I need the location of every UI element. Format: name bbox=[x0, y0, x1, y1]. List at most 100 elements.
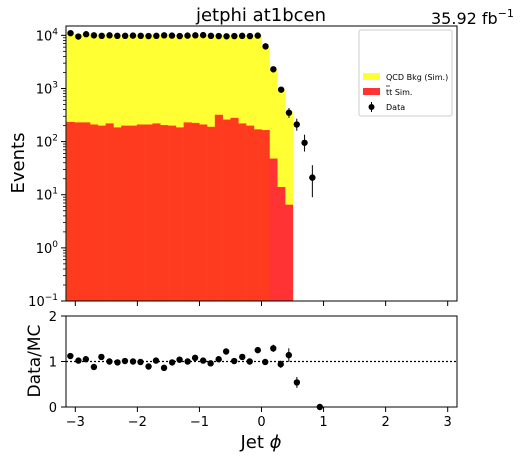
ratio-x-axis: −3 −2 −1 0 1 2 3 bbox=[66, 407, 452, 430]
data-point bbox=[106, 32, 113, 39]
x-tick-label: 0 bbox=[257, 415, 265, 430]
legend-data-marker bbox=[368, 104, 375, 110]
legend-label-ttbar: tt Sim. bbox=[386, 88, 412, 97]
ttbar-bar bbox=[183, 122, 192, 302]
ttbar-bar bbox=[160, 125, 169, 301]
ratio-point bbox=[277, 361, 284, 368]
ratio-point bbox=[230, 357, 238, 365]
data-point bbox=[207, 32, 215, 40]
ttbar-bar bbox=[214, 114, 223, 301]
y-tick-label: 100 bbox=[36, 240, 59, 257]
ttbar-bar bbox=[136, 124, 145, 301]
ttbar-bar bbox=[222, 119, 231, 301]
data-point bbox=[82, 31, 90, 38]
ratio-y-tick-label: 1 bbox=[49, 356, 57, 371]
data-point bbox=[215, 32, 222, 40]
luminosity-label: 35.92 fb−1 bbox=[431, 7, 514, 28]
data-point bbox=[137, 32, 144, 40]
ttbar-bar bbox=[246, 125, 255, 301]
legend-swatch-ttbar bbox=[363, 88, 380, 95]
ttbar-bar bbox=[66, 121, 75, 301]
x-tick-label: −2 bbox=[128, 415, 147, 430]
ttbar-bar bbox=[168, 125, 177, 301]
y-tick-label: 102 bbox=[36, 134, 58, 151]
ratio-point bbox=[215, 356, 222, 363]
ratio-point bbox=[75, 357, 82, 364]
ratio-point bbox=[82, 356, 90, 363]
ttbar-bar bbox=[269, 158, 278, 301]
data-point bbox=[121, 32, 129, 40]
data-point bbox=[199, 31, 207, 39]
ttbar-bar bbox=[144, 124, 153, 301]
data-point bbox=[238, 32, 246, 40]
ttbar-bar bbox=[82, 122, 91, 302]
ratio-point bbox=[262, 358, 269, 366]
data-point bbox=[285, 109, 293, 116]
ratio-point bbox=[199, 357, 207, 364]
ttbar-bar bbox=[277, 186, 286, 301]
ttbar-bar bbox=[230, 117, 239, 301]
data-point bbox=[246, 32, 254, 40]
x-tick-label: −1 bbox=[190, 415, 209, 430]
data-point bbox=[160, 32, 168, 39]
ratio-y-axis: 0 1 2 bbox=[49, 310, 66, 416]
data-point bbox=[168, 32, 176, 39]
ratio-point bbox=[145, 363, 152, 370]
ratio-points bbox=[67, 344, 324, 411]
ratio-point bbox=[293, 379, 301, 386]
ratio-point bbox=[168, 359, 176, 366]
data-point bbox=[231, 32, 238, 40]
ratio-point bbox=[246, 358, 253, 365]
data-point bbox=[254, 32, 261, 39]
ttbar-bar bbox=[90, 124, 99, 301]
ratio-point bbox=[121, 357, 129, 365]
ratio-point bbox=[114, 359, 121, 366]
ttbar-bar bbox=[191, 122, 200, 301]
legend: QCD Bkg (Sim.) tt Sim. Data bbox=[358, 29, 453, 117]
x-tick-label: 2 bbox=[381, 415, 389, 430]
ttbar-bar bbox=[253, 129, 262, 301]
data-point bbox=[270, 66, 277, 73]
ttbar-bar bbox=[175, 127, 184, 301]
ratio-point bbox=[67, 352, 74, 360]
main-x-axis-ticks bbox=[74, 301, 449, 306]
ratio-point bbox=[176, 356, 183, 363]
data-point bbox=[98, 32, 105, 40]
ratio-point bbox=[285, 351, 293, 359]
ratio-point bbox=[98, 353, 105, 361]
ratio-point bbox=[160, 364, 168, 372]
ratio-point bbox=[222, 348, 230, 355]
chart-title: jetphi at1bcen bbox=[195, 5, 326, 26]
x-tick-label: 3 bbox=[444, 415, 452, 430]
legend-label-qcd: QCD Bkg (Sim.) bbox=[386, 73, 448, 82]
ttbar-bar bbox=[207, 126, 216, 301]
ratio-point bbox=[207, 360, 214, 367]
data-points bbox=[67, 29, 316, 198]
ttbar-bar bbox=[121, 125, 130, 301]
ttbar-bar bbox=[113, 127, 122, 301]
main-y-axis-label: Events bbox=[8, 133, 29, 194]
ttbar-bar bbox=[74, 122, 83, 302]
data-point bbox=[192, 32, 199, 39]
data-point bbox=[262, 43, 269, 50]
data-point bbox=[67, 29, 74, 37]
ttbar-bar bbox=[285, 204, 294, 301]
data-point bbox=[223, 33, 230, 40]
ratio-point bbox=[137, 358, 144, 366]
y-tick-label: 10−1 bbox=[28, 293, 58, 310]
y-tick-label: 103 bbox=[36, 80, 58, 97]
data-point bbox=[145, 32, 152, 40]
x-tick-label: −3 bbox=[66, 415, 85, 430]
ratio-point bbox=[106, 358, 113, 365]
ttbar-bar bbox=[152, 123, 161, 302]
data-point bbox=[293, 121, 300, 128]
legend-label-data: Data bbox=[386, 103, 405, 112]
ratio-point bbox=[90, 363, 98, 371]
ttbar-bar bbox=[105, 123, 114, 302]
ratio-point bbox=[254, 346, 261, 354]
histogram-bars bbox=[66, 34, 294, 302]
ttbar-bar bbox=[238, 123, 247, 302]
y-tick-label: 104 bbox=[36, 27, 59, 44]
ratio-y-tick-label: 0 bbox=[49, 401, 57, 416]
